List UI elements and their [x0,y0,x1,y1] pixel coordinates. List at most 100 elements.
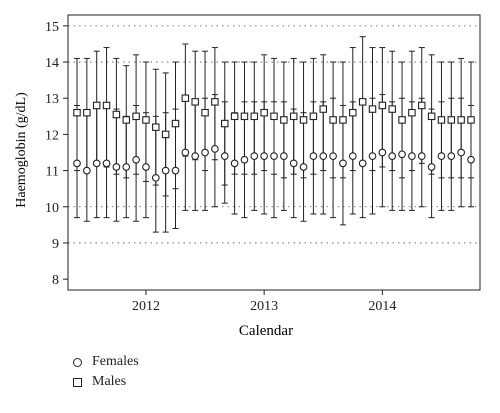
female-point [171,166,180,175]
male-point [457,116,465,124]
male-point [240,112,249,121]
female-point [260,152,269,160]
male-point [309,112,318,121]
x-tick-label: 2012 [132,299,160,314]
x-tick-label: 2013 [250,299,278,314]
male-point [339,116,347,124]
female-point [408,152,416,160]
male-point [280,116,288,124]
y-tick-label: 9 [52,237,59,252]
plot-frame [67,14,481,291]
female-point [358,159,367,168]
female-point [329,152,337,160]
y-tick-label: 12 [45,128,59,143]
x-axis-label: Calendar [239,323,293,339]
female-point [417,152,426,160]
male-point [437,116,446,124]
legend: Females Males [68,352,139,392]
female-point [201,148,209,157]
male-point [388,105,396,113]
female-point [280,152,288,160]
female-point [319,152,328,160]
female-point [289,159,298,168]
square-marker-icon [68,377,86,387]
female-point [250,152,259,160]
female-point [92,159,101,168]
female-point [299,163,308,171]
male-point [260,108,268,117]
female-point [437,152,446,160]
x-tick-label: 2014 [368,299,396,314]
female-point [467,155,475,164]
male-point [181,94,190,102]
female-point [181,148,190,157]
male-point [171,119,180,128]
female-point [142,163,150,171]
legend-label-females: Females [92,354,139,369]
male-point [102,101,111,110]
legend-item-males: Males [68,372,139,392]
y-tick-label: 14 [45,56,59,71]
male-point [250,112,259,121]
circle-marker-icon [68,357,86,367]
female-point [82,166,91,175]
female-point [122,163,131,171]
male-point [319,105,327,113]
female-point [368,152,377,160]
female-point [230,159,239,168]
female-point [191,152,200,160]
female-point [240,155,249,164]
male-point [427,112,436,121]
female-point [388,152,397,160]
male-point [349,108,357,117]
male-point [122,116,131,124]
male-point [161,130,170,139]
y-tick-label: 8 [52,273,59,288]
female-point [151,173,160,182]
male-point [92,101,101,110]
axes: 8 9 10 11 12 13 14 15 2012 2013 2014 [45,14,481,314]
legend-label-males: Males [92,374,127,389]
y-tick-label: 13 [45,92,59,107]
male-point [201,108,209,117]
legend-item-females: Females [68,352,139,372]
male-point [417,101,426,110]
female-point [457,148,466,157]
male-point [358,98,367,106]
female-point [447,152,456,160]
female-point [398,150,406,159]
male-point [221,119,229,128]
y-tick-label: 15 [45,20,59,35]
y-axis-label: Haemoglobin (g/dL) [14,92,29,208]
male-point [142,116,150,124]
male-point [329,116,337,124]
male-point [467,116,475,124]
female-point [161,166,170,175]
female-point [211,145,219,153]
female-point [309,152,318,160]
female-point [220,152,229,160]
male-point [152,123,160,131]
female-point [378,148,387,157]
female-point [102,159,111,168]
male-point [289,112,298,121]
female-point [132,155,140,164]
y-tick-label: 11 [46,165,59,180]
male-point [132,112,140,121]
female-point [112,163,121,171]
male-point [83,108,91,117]
female-point [270,152,278,160]
female-point [73,159,81,168]
male-point [270,112,278,121]
female-point [427,163,436,171]
male-point [299,116,308,124]
male-point [398,116,406,124]
male-point [73,108,81,117]
male-point [211,98,219,106]
y-tick-label: 10 [45,201,59,216]
male-point [447,116,456,124]
male-point [112,110,121,119]
data-markers [73,94,475,182]
male-point [230,112,239,121]
